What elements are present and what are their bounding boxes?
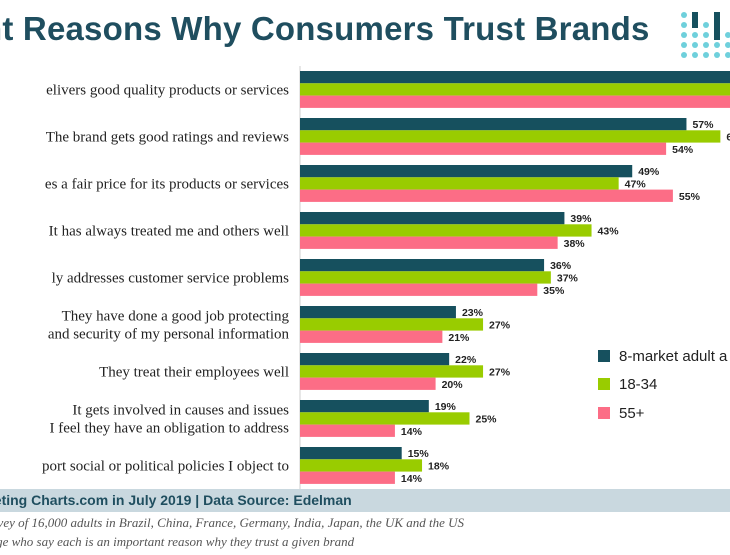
- bar-18-34-6: [300, 365, 484, 378]
- legend-swatch-55-plus: [598, 407, 610, 419]
- bar-18-34-4: [300, 271, 551, 284]
- data-label-8-market-7: 19%: [435, 401, 457, 413]
- bar-8-market-8: [300, 447, 402, 460]
- legend-label-8-market: 8-market adult a: [619, 348, 728, 365]
- category-label-8: port social or political policies I obje…: [42, 458, 289, 474]
- bar-8-market-6: [300, 353, 450, 366]
- data-label-55-plus-4: 35%: [543, 285, 565, 297]
- data-label-8-market-5: 23%: [462, 307, 484, 319]
- bar-8-market-7: [300, 400, 429, 413]
- data-label-18-34-3: 43%: [598, 225, 620, 237]
- legend-item-55-plus: 55+: [598, 405, 644, 422]
- data-label-8-market-8: 15%: [408, 448, 430, 460]
- data-label-18-34-4: 37%: [557, 272, 579, 284]
- bar-18-34-0: [300, 83, 730, 96]
- bar-55-plus-5: [300, 330, 443, 343]
- bar-18-34-1: [300, 130, 721, 143]
- data-label-18-34-7: 25%: [476, 413, 498, 425]
- bar-18-34-3: [300, 224, 592, 237]
- legend-label-18-34: 18-34: [619, 376, 658, 393]
- bar-55-plus-0: [300, 95, 730, 108]
- data-label-55-plus-3: 38%: [564, 238, 586, 250]
- bar-18-34-7: [300, 412, 470, 425]
- data-label-18-34-2: 47%: [625, 178, 647, 190]
- data-label-55-plus-7: 14%: [401, 426, 423, 438]
- bar-18-34-2: [300, 177, 619, 190]
- category-label-5-line-1: and security of my personal information: [48, 326, 290, 342]
- bar-8-market-3: [300, 212, 565, 225]
- footer-band: [0, 489, 730, 512]
- legend-item-18-34: 18-34: [598, 376, 657, 393]
- source-line: keting Charts.com in July 2019 | Data So…: [0, 492, 352, 508]
- legend-item-8-market: 8-market adult a: [598, 348, 727, 365]
- legend-label-55-plus: 55+: [619, 405, 645, 422]
- category-label-2: es a fair price for its products or serv…: [45, 176, 289, 192]
- data-label-8-market-1: 57%: [692, 119, 714, 131]
- measure-note: tage who say each is an important reason…: [0, 534, 355, 549]
- data-label-8-market-6: 22%: [455, 354, 477, 366]
- category-label-7-line-1: I feel they have an obligation to addres…: [49, 420, 289, 436]
- data-label-55-plus-6: 20%: [442, 379, 464, 391]
- data-label-55-plus-2: 55%: [679, 191, 701, 203]
- bar-55-plus-7: [300, 424, 395, 437]
- chart-title: nt Reasons Why Consumers Trust Brands: [0, 10, 650, 47]
- category-label-0: elivers good quality products or service…: [46, 82, 289, 98]
- data-label-18-34-1: 62%: [726, 131, 730, 143]
- bar-18-34-8: [300, 459, 423, 472]
- data-label-8-market-2: 49%: [638, 166, 660, 178]
- category-label-5-line-0: They have done a good job protecting: [62, 308, 290, 324]
- legend-swatch-8-market: [598, 350, 610, 362]
- data-label-8-market-4: 36%: [550, 260, 572, 272]
- bar-8-market-2: [300, 165, 633, 178]
- data-label-55-plus-8: 14%: [401, 473, 423, 485]
- bar-8-market-4: [300, 259, 545, 272]
- bar-18-34-5: [300, 318, 484, 331]
- bar-55-plus-1: [300, 142, 667, 155]
- data-label-8-market-3: 39%: [570, 213, 592, 225]
- category-label-7-line-0: It gets involved in causes and issues: [72, 402, 289, 418]
- bar-chart: 657%62%54%49%47%55%39%43%38%36%37%35%23%…: [42, 66, 730, 489]
- category-label-4: ly addresses customer service problems: [52, 270, 290, 286]
- data-label-18-34-5: 27%: [489, 319, 511, 331]
- methodology-note: urvey of 16,000 adults in Brazil, China,…: [0, 515, 465, 530]
- bar-8-market-0: [300, 71, 730, 84]
- marketingcharts-logo-icon: [681, 12, 730, 58]
- data-label-55-plus-1: 54%: [672, 144, 694, 156]
- data-label-18-34-8: 18%: [428, 460, 450, 472]
- category-label-1: The brand gets good ratings and reviews: [46, 129, 289, 145]
- category-label-3: It has always treated me and others well: [49, 223, 289, 239]
- bar-55-plus-4: [300, 283, 538, 296]
- bar-55-plus-6: [300, 377, 436, 390]
- bar-55-plus-8: [300, 471, 395, 484]
- bar-8-market-5: [300, 306, 456, 319]
- data-label-18-34-6: 27%: [489, 366, 511, 378]
- bar-55-plus-3: [300, 236, 558, 249]
- bar-55-plus-2: [300, 189, 673, 202]
- data-label-55-plus-5: 21%: [448, 332, 470, 344]
- category-label-6: They treat their employees well: [99, 364, 289, 380]
- legend-swatch-18-34: [598, 378, 610, 390]
- bar-8-market-1: [300, 118, 687, 131]
